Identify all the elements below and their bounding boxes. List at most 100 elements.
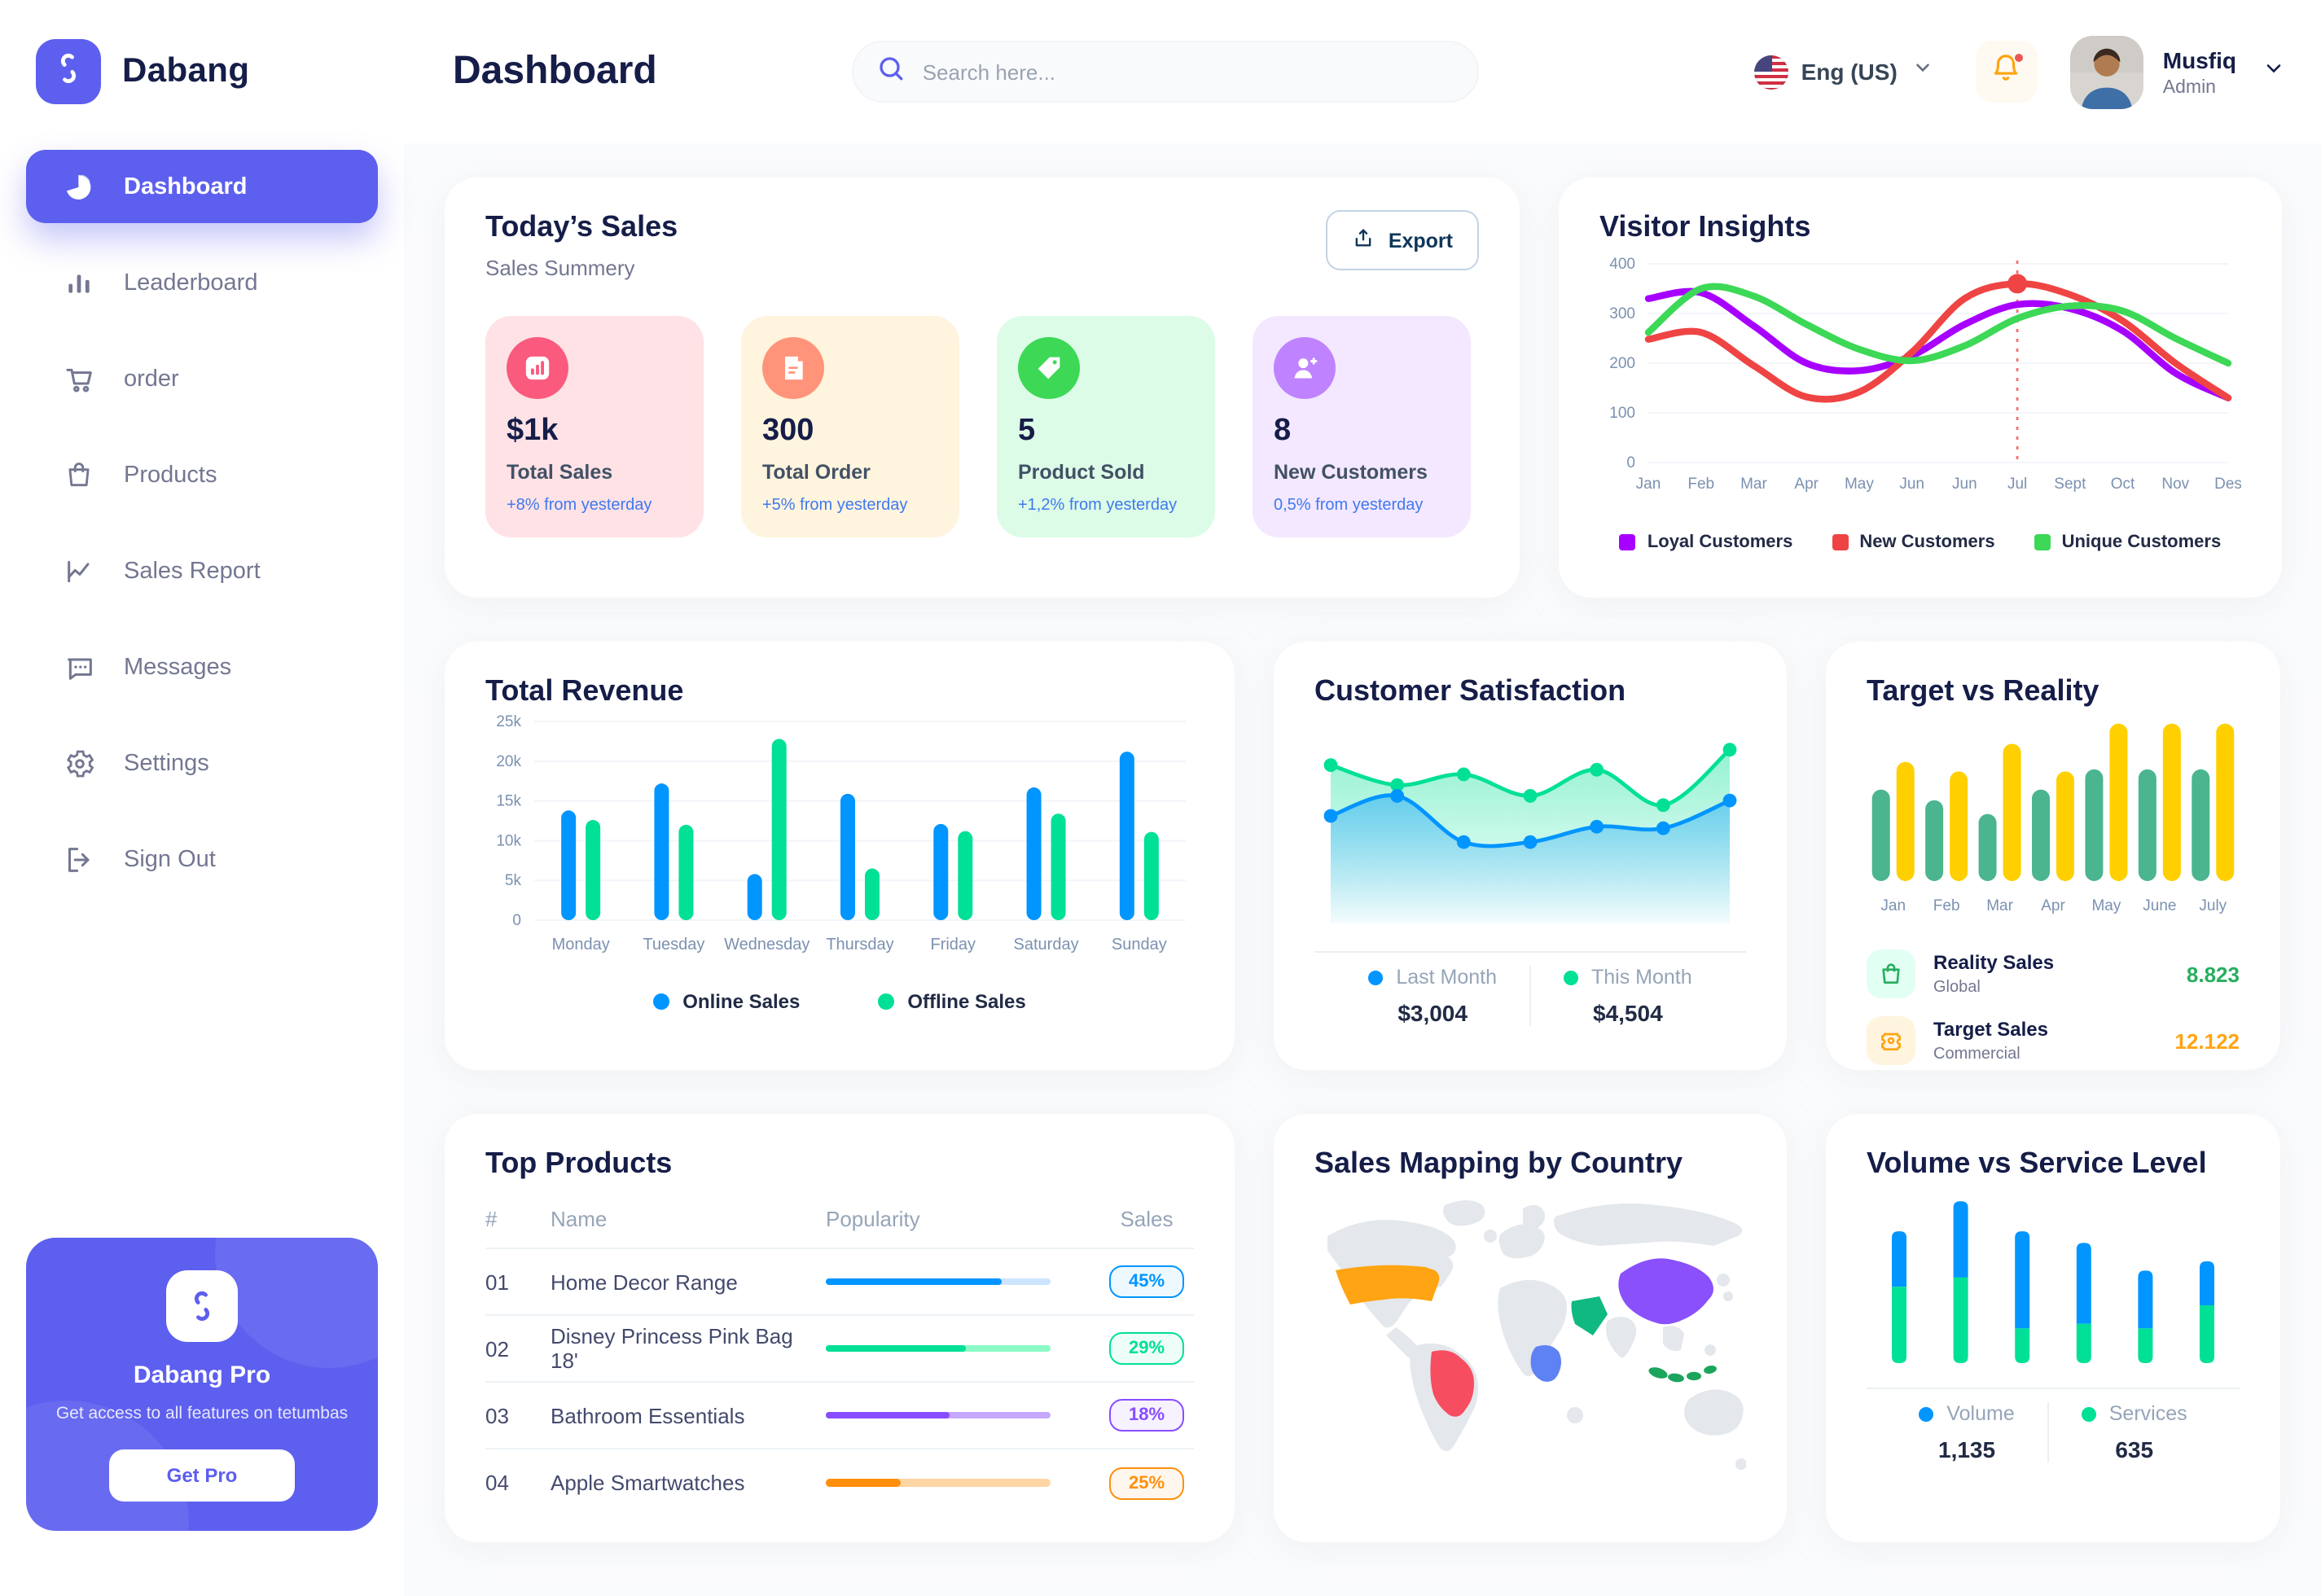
legend-item: Online Sales [653,990,800,1013]
stat-card-new-customers: 8 New Customers 0,5% from yesterday [1253,316,1471,537]
top-products-header: # Name Popularity Sales [485,1181,1194,1249]
tag-icon [1018,337,1080,399]
svg-text:Feb: Feb [1687,476,1714,493]
brand-logo-row: Dabang [36,39,378,104]
sidebar-item-label: Sign Out [124,846,216,872]
svg-text:Nov: Nov [2161,476,2189,493]
customer-satisfaction-card: Customer Satisfaction Last Month $3,004 Th… [1274,642,1787,1070]
bag-icon [1867,949,1915,998]
legend-item: Loyal Customers [1619,533,1792,552]
visitor-insights-chart: 0 100 200 300 400 Jan Feb Mar Apr May Jun Jun Jul Sep… [1599,244,2242,526]
topbar-controls: Eng (US) Musfiq [1753,35,2292,108]
stat-chart-icon [507,337,568,399]
table-row: 02 Disney Princess Pink Bag 18' 29% [485,1316,1194,1383]
map-country-brazil [1430,1350,1474,1417]
search-input[interactable] [922,59,1455,84]
line-chart-icon [62,554,96,588]
column-header: Sales [1120,1207,1174,1231]
target-vs-reality-card: Target vs Reality Jan Feb Mar Apr May June Jul… [1826,642,2280,1070]
legend-value: 8.823 [2186,962,2240,986]
svg-text:100: 100 [1609,405,1635,422]
sidebar-item-label: Dashboard [124,173,248,200]
target-vs-reality-legend: Reality Sales Global 8.823 Target Sales Comm… [1867,949,2240,1065]
svg-text:May: May [2091,897,2121,914]
get-pro-button[interactable]: Get Pro [109,1449,295,1502]
brand-logo [36,39,101,104]
legend-item: This Month $4,504 [1529,966,1725,1026]
svg-text:Sunday: Sunday [1112,936,1167,954]
total-revenue-chart: 0 5k 10k 15k 20k 25k Monday Tuesday Wednesday Thu… [485,708,1194,980]
sidebar-item-sign-out[interactable]: Sign Out [26,822,378,896]
svg-text:Mar: Mar [1986,897,2013,914]
stat-card-total-sales: $1k Total Sales +8% from yesterday [485,316,704,537]
search-bar [852,41,1480,103]
svg-text:Monday: Monday [552,936,610,954]
visitor-insights-title: Visitor Insights [1599,210,1811,243]
sign-out-icon [62,842,96,876]
promo-subtitle: Get access to all features on tetumbas [55,1404,349,1424]
profile-texts: Musfiq Admin [2163,46,2236,97]
cart-icon [62,362,96,396]
svg-text:Saturday: Saturday [1014,936,1079,954]
visitor-insights-legend: Loyal Customers New Customers Unique Custo… [1599,533,2241,552]
stat-card-total-order: 300 Total Order +5% from yesterday [741,316,959,537]
svg-text:Thursday: Thursday [826,936,893,954]
export-label: Export [1388,229,1453,252]
legend-value: 12.122 [2174,1028,2240,1053]
us-flag-icon [1753,55,1788,89]
map-country-usa [1336,1265,1440,1304]
map-country-indonesia [1648,1366,1717,1383]
brand-name: Dabang [122,52,250,90]
sidebar-item-label: Sales Report [124,558,261,584]
column-header: # [485,1207,498,1231]
profile-menu[interactable]: Musfiq Admin [2069,35,2292,108]
stat-delta: +1,2% from yesterday [1018,497,1178,515]
sidebar-item-dashboard[interactable]: Dashboard [26,150,378,223]
legend-row: Target Sales Commercial 12.122 [1867,1016,2240,1065]
stat-label: Total Order [762,461,871,484]
dabang-pro-logo-icon [166,1270,238,1343]
popularity-bar [826,1278,1051,1286]
svg-text:Sept: Sept [2054,476,2086,493]
customer-satisfaction-legend: Last Month $3,004 This Month $4,504 [1314,966,1746,1026]
volume-vs-service-title: Volume vs Service Level [1867,1147,2207,1179]
svg-text:Jan: Jan [1636,476,1661,493]
sales-badge: 45% [1109,1265,1184,1298]
sidebar-item-leaderboard[interactable]: Leaderboard [26,246,378,319]
sidebar-item-order[interactable]: order [26,342,378,415]
target-vs-reality-chart: Jan Feb Mar Apr May June July [1867,708,2240,932]
avatar [2069,35,2143,108]
svg-text:Jan: Jan [1880,897,1906,914]
svg-text:Friday: Friday [930,936,976,954]
legend-item: Last Month $3,004 [1336,966,1529,1026]
stat-label: Product Sold [1018,461,1145,484]
top-products-title: Top Products [485,1147,673,1179]
notifications-button[interactable] [1975,41,2038,103]
map-country-dr-congo [1530,1345,1561,1382]
stat-value: 300 [762,414,814,448]
stat-delta: 0,5% from yesterday [1274,497,1424,515]
column-header: Popularity [826,1207,920,1231]
promo-title: Dabang Pro [133,1361,271,1390]
sidebar-item-products[interactable]: Products [26,438,378,511]
stat-label: Total Sales [507,461,613,484]
receipt-icon [762,337,824,399]
sidebar-item-sales-report[interactable]: Sales Report [26,534,378,607]
sidebar-nav: Dashboard Leaderboard order Products [26,150,378,896]
chevron-down-icon [1912,57,1933,86]
notification-badge [2012,52,2025,64]
visitor-insights-card: Visitor Insights 0 100 200 300 400 Jan Feb Mar A… [1559,178,2282,598]
export-button[interactable]: Export [1326,210,1479,270]
legend-item: Offline Sales [878,990,1026,1013]
language-selector[interactable]: Eng (US) [1801,57,1933,86]
message-icon [62,650,96,684]
map-country-china [1618,1258,1713,1325]
sidebar-item-settings[interactable]: Settings [26,726,378,800]
user-role: Admin [2162,77,2216,97]
svg-text:Mar: Mar [1740,476,1767,493]
sidebar-item-label: Products [124,462,217,488]
svg-text:Jul: Jul [2007,476,2027,493]
sidebar-item-messages[interactable]: Messages [26,630,378,704]
volume-vs-service-chart [1867,1181,2240,1381]
